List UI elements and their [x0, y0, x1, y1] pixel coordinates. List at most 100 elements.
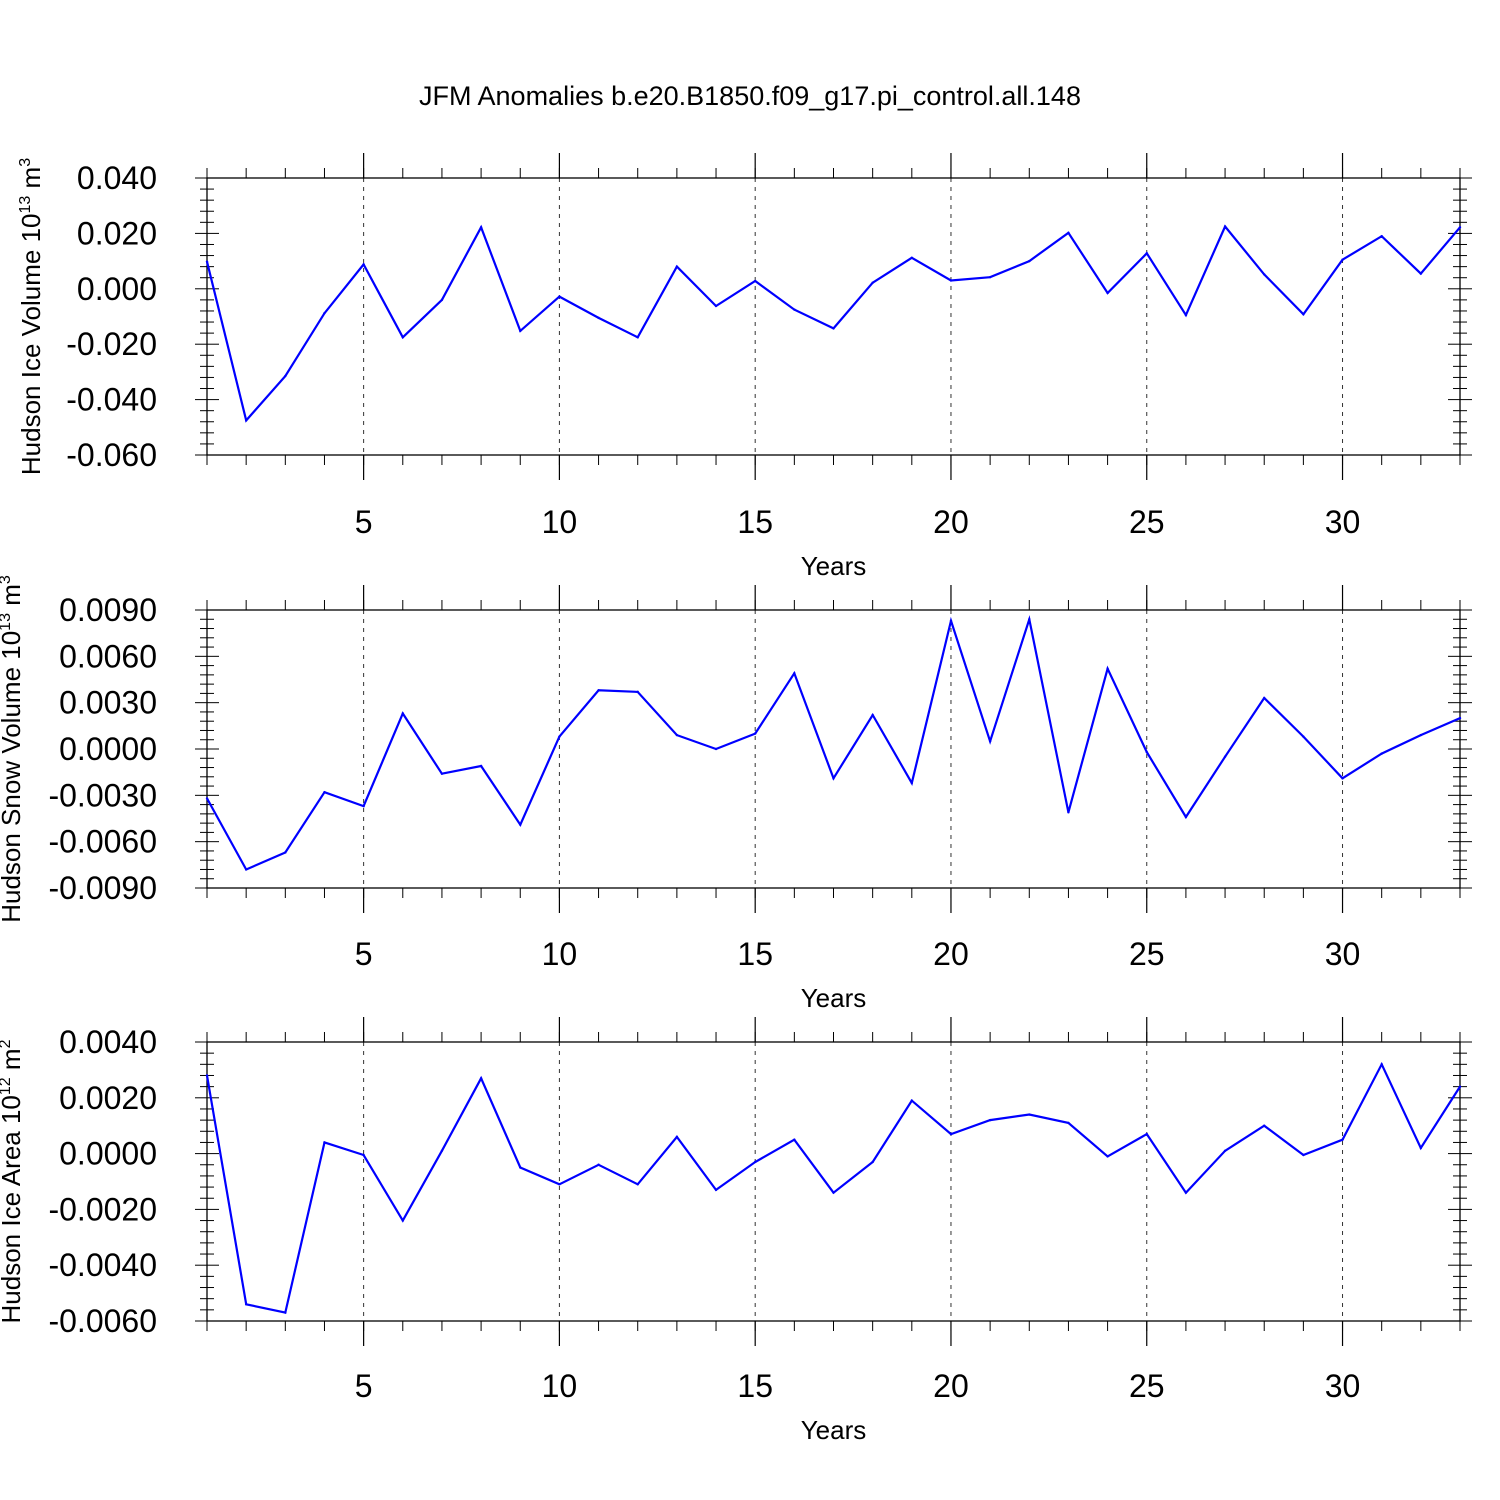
data-point — [1223, 225, 1227, 228]
data-point — [1302, 313, 1305, 316]
x-tick-label: 10 — [542, 936, 578, 972]
data-point — [1184, 1191, 1188, 1194]
data-point — [362, 263, 365, 266]
data-point — [284, 851, 287, 854]
data-point — [1419, 1146, 1423, 1150]
y-tick-label: 0.0060 — [59, 638, 157, 674]
data-point — [479, 226, 483, 229]
series-line — [205, 224, 1461, 423]
x-tick-label: 5 — [355, 936, 373, 972]
y-axis-title: Hudson Ice Volume 1013 m3 — [16, 158, 46, 475]
x-axis-title: Years — [801, 983, 867, 1013]
data-point — [362, 1153, 365, 1157]
data-point — [1458, 226, 1462, 229]
data-point — [205, 1074, 209, 1077]
x-tick-label: 15 — [737, 936, 773, 972]
data-point — [1458, 1085, 1462, 1088]
data-point — [988, 1118, 992, 1122]
data-point — [284, 374, 287, 378]
x-axis-title: Years — [801, 1415, 867, 1445]
x-tick-label: 20 — [933, 504, 969, 540]
x-tick-label: 15 — [737, 1368, 773, 1404]
y-tick-label: -0.0060 — [48, 1303, 157, 1339]
data-point — [871, 1160, 874, 1164]
data-point — [323, 1141, 326, 1144]
y-tick-label: 0.0000 — [59, 731, 157, 767]
data-point — [675, 265, 679, 268]
data-point — [284, 1311, 287, 1314]
x-tick-label: 20 — [933, 936, 969, 972]
data-point — [793, 308, 796, 311]
data-point — [440, 298, 444, 302]
data-point — [1223, 755, 1227, 758]
plot-frame — [206, 177, 1461, 456]
x-tick-label: 10 — [542, 1368, 578, 1404]
y-tick-label: 0.040 — [77, 160, 157, 196]
y-tick-label: 0.000 — [77, 271, 157, 307]
y-tick-label: -0.0090 — [48, 870, 157, 906]
x-tick-label: 15 — [737, 504, 773, 540]
y-tick-label: -0.0060 — [48, 824, 157, 860]
data-point — [519, 823, 522, 826]
data-point — [401, 1219, 404, 1222]
data-point — [988, 275, 992, 279]
data-point — [597, 1163, 600, 1166]
data-point — [1067, 1121, 1070, 1125]
data-point — [244, 419, 248, 422]
data-point — [753, 279, 757, 283]
data-point — [988, 740, 992, 743]
x-tick-label: 30 — [1325, 504, 1361, 540]
y-tick-label: 0.020 — [77, 215, 157, 251]
y-tick-label: 0.0000 — [59, 1136, 157, 1172]
data-point — [1223, 1149, 1227, 1153]
data-point — [675, 1135, 679, 1139]
data-point — [440, 1149, 444, 1153]
y-tick-label: -0.0020 — [48, 1191, 157, 1227]
x-tick-label: 25 — [1129, 504, 1165, 540]
y-tick-label: -0.060 — [66, 437, 157, 473]
series-line — [205, 1061, 1461, 1314]
data-point — [753, 732, 757, 735]
data-point — [1028, 618, 1031, 621]
data-point — [1145, 252, 1148, 255]
x-tick-label: 25 — [1129, 936, 1165, 972]
data-point — [1028, 1113, 1031, 1116]
data-point — [910, 256, 914, 259]
y-tick-label: -0.0040 — [48, 1247, 157, 1283]
data-point — [1419, 272, 1423, 275]
data-point — [1341, 777, 1344, 780]
data-point — [1341, 258, 1344, 261]
data-point — [519, 1166, 522, 1169]
y-tick-label: 0.0090 — [59, 592, 157, 628]
data-point — [675, 733, 679, 737]
data-point — [401, 336, 404, 339]
data-point — [1106, 1155, 1109, 1158]
data-point — [558, 295, 561, 298]
plot-frame — [206, 1041, 1461, 1322]
data-point — [832, 777, 835, 780]
y-tick-label: 0.0020 — [59, 1080, 157, 1116]
x-tick-label: 5 — [355, 1368, 373, 1404]
panel-3: 5 10 15 20 25 30 0.0040 0.0020 0.0000 -0.0020 -0.0… — [0, 1017, 1472, 1445]
data-point — [323, 311, 326, 315]
data-point — [753, 1160, 757, 1164]
panel-2: 5 10 15 20 25 30 0.0090 0.0060 0.0030 0.0000 -0.00… — [0, 575, 1472, 1013]
data-point — [205, 797, 209, 800]
data-point — [793, 1138, 796, 1141]
x-tick-label: 30 — [1325, 936, 1361, 972]
data-point — [832, 327, 835, 330]
data-point — [401, 712, 404, 715]
data-point — [1263, 273, 1266, 276]
data-point — [910, 1099, 914, 1102]
data-point — [1184, 815, 1188, 819]
y-tick-label: -0.040 — [66, 382, 157, 418]
data-point — [1458, 716, 1462, 720]
chart-title: JFM Anomalies b.e20.B1850.f09_g17.pi_con… — [419, 81, 1081, 111]
data-point — [205, 260, 209, 263]
data-point — [910, 781, 914, 785]
y-tick-label: 0.0030 — [59, 685, 157, 721]
data-point — [636, 1183, 639, 1186]
data-point — [1106, 667, 1109, 670]
data-point — [1067, 231, 1070, 235]
